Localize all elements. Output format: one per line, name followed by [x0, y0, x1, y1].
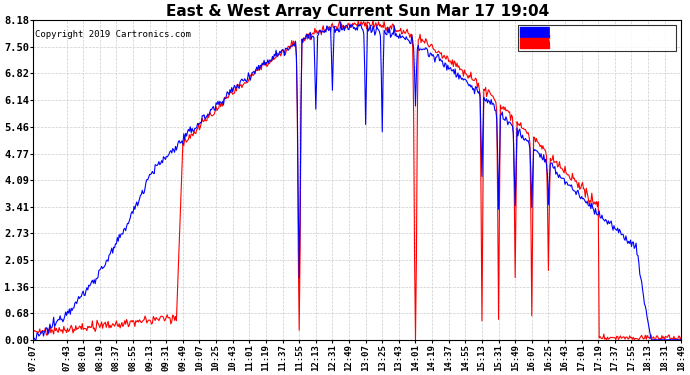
Legend: East Array  (DC Amps), West Array  (DC Amps): East Array (DC Amps), West Array (DC Amp…	[518, 25, 676, 51]
Title: East & West Array Current Sun Mar 17 19:04: East & West Array Current Sun Mar 17 19:…	[166, 4, 549, 19]
Text: Copyright 2019 Cartronics.com: Copyright 2019 Cartronics.com	[34, 30, 190, 39]
